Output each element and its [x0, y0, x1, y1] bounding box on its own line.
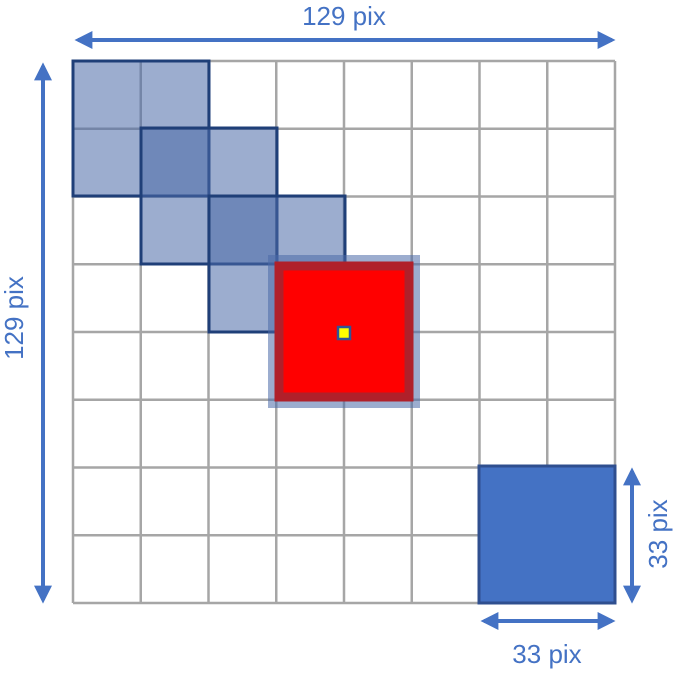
width-label: 129 pix — [302, 1, 386, 31]
height-label: 129 pix — [0, 276, 29, 360]
center-pixel — [336, 325, 352, 341]
dimension-arrows — [34, 31, 641, 630]
window-height-label: 33 pix — [643, 499, 673, 568]
window-width-label: 33 pix — [512, 639, 581, 669]
window-size-example — [477, 464, 617, 605]
